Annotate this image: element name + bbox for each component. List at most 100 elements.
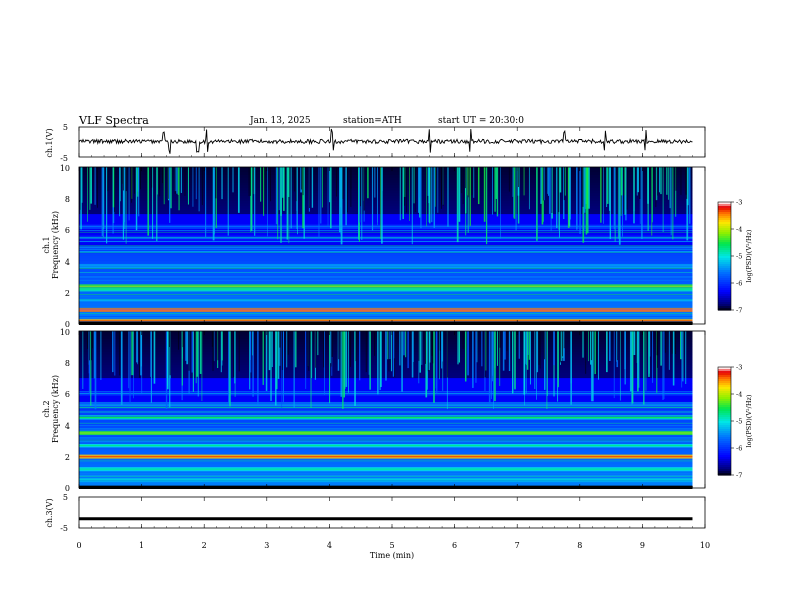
ch2-spec-ytick: 10 [60, 328, 70, 337]
colorbar-swatch [718, 266, 731, 269]
ch1-spec-ytick: 0 [65, 320, 70, 329]
spectrogram-row [79, 187, 693, 192]
spectrogram-row [79, 174, 693, 178]
ch1-spec-ytick: 2 [65, 289, 70, 298]
spectrogram-row [79, 255, 693, 260]
colorbar-swatch [718, 449, 731, 452]
colorbar-swatch [718, 228, 731, 231]
colorbar-swatch [718, 220, 731, 223]
colorbar-swatch [718, 272, 731, 275]
ch3-ytick-top: 5 [63, 493, 68, 502]
spectrogram-row [79, 261, 693, 265]
colorbar-swatch [718, 411, 731, 414]
spectrogram-row [79, 195, 693, 199]
spectrogram-row [79, 201, 693, 205]
colorbar-swatch [718, 469, 731, 472]
spectrogram-row [79, 214, 693, 218]
colorbar-swatch [718, 391, 731, 394]
ch1-waveform-frame [78, 126, 706, 158]
spectrogram-row [79, 182, 693, 186]
spectrogram-row [79, 435, 693, 439]
colorbar-swatch [718, 427, 731, 430]
spectrogram-row [79, 472, 693, 476]
ch1-spectrogram-image [79, 167, 693, 325]
colorbar-swatch [718, 407, 731, 410]
colorbar-swatch [718, 467, 731, 470]
colorbar-tick-label: -4 [736, 226, 742, 234]
ch2-spec-ytick: 2 [65, 453, 70, 462]
colorbar-tick-label: -5 [736, 418, 742, 426]
ch1-ytick-top: 5 [63, 123, 68, 132]
colorbar-swatch [718, 294, 731, 297]
colorbar-swatch [718, 367, 731, 370]
x-tick-label: 4 [327, 541, 332, 550]
colorbar-swatch [718, 457, 731, 460]
colorbar-swatch [718, 433, 731, 436]
spectrogram-row [79, 279, 693, 283]
spectrogram-row [79, 419, 693, 424]
colorbar-swatch [718, 286, 731, 289]
colorbar-swatch [718, 304, 731, 307]
ch2-colorbar: -3 -4 -5 -6 -7 log(PSD)(V²/Hz) [717, 364, 753, 480]
colorbar-swatch [718, 308, 731, 311]
colorbar-swatch [718, 445, 731, 448]
spectrogram-row [79, 448, 693, 452]
ch2-spec-ytick: 6 [65, 390, 70, 399]
colorbar-swatch [718, 290, 731, 293]
colorbar-swatch [718, 280, 731, 283]
spectrogram-row [79, 310, 693, 315]
ch1-waveform-line [78, 128, 693, 154]
colorbar-swatch [718, 226, 731, 229]
spectrogram-row [79, 316, 693, 320]
colorbar-swatch [718, 288, 731, 291]
spectrogram-row [79, 169, 693, 173]
colorbar-swatch [718, 202, 731, 205]
colorbar-swatch [718, 298, 731, 301]
colorbar-tick-label: -3 [736, 199, 742, 207]
colorbar-swatch [718, 244, 731, 247]
colorbar-swatch [718, 415, 731, 418]
ch2-spec-ytick: 4 [65, 422, 70, 431]
colorbar-tick-label: -7 [736, 472, 742, 480]
x-axis-label: Time (min) [370, 551, 414, 560]
colorbar-swatch [718, 210, 731, 213]
colorbar-swatch [718, 393, 731, 396]
colorbar-swatch [718, 204, 731, 207]
spectrogram-row [79, 440, 693, 445]
colorbar-swatch [718, 395, 731, 398]
spectrogram-row [79, 248, 693, 252]
spectrogram-row [79, 406, 693, 410]
spectrogram-baseline [79, 485, 693, 489]
spectrogram-row [79, 451, 693, 455]
colorbar-swatch [718, 399, 731, 402]
spectrogram-row [79, 380, 693, 384]
colorbar-swatch [718, 242, 731, 245]
colorbar-swatch [718, 397, 731, 400]
colorbar-swatch [718, 437, 731, 440]
spectrogram-row [79, 292, 693, 296]
colorbar-swatch [718, 214, 731, 217]
spectrogram-row [79, 232, 693, 236]
colorbar-swatch [718, 421, 731, 424]
colorbar-swatch [718, 387, 731, 390]
colorbar-swatch [718, 250, 731, 253]
spectrogram-row [79, 383, 693, 387]
colorbar-tick-label: -7 [736, 307, 742, 315]
spectrogram-row [79, 399, 693, 403]
date-label: Jan. 13, 2025 [249, 116, 311, 126]
x-tick-label: 5 [389, 541, 394, 550]
colorbar-swatch [718, 252, 731, 255]
spectrogram-row [79, 409, 693, 413]
ch1-spec-ytick: 10 [60, 164, 70, 173]
colorbar-swatch [718, 218, 731, 221]
colorbar-swatch [718, 453, 731, 456]
spectrogram-row [79, 185, 693, 189]
colorbar-tick-label: -6 [736, 280, 742, 288]
spectrogram-row [79, 227, 693, 231]
colorbar-label: log(PSD)(V²/Hz) [745, 394, 753, 447]
colorbar-swatch [718, 270, 731, 273]
colorbar-swatch [718, 369, 731, 372]
colorbar-label: log(PSD)(V²/Hz) [745, 229, 753, 282]
colorbar-swatch [718, 447, 731, 450]
